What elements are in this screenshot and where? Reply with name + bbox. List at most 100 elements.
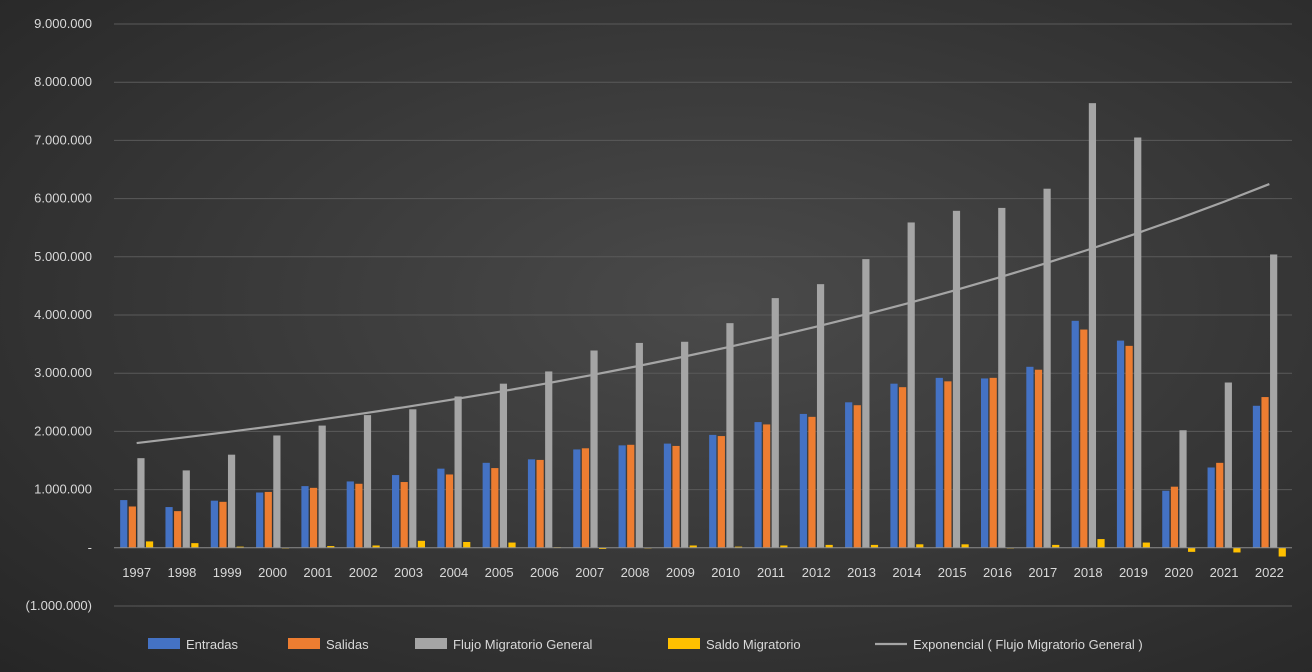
bar-entradas-2019 [1116, 340, 1125, 548]
legend-saldo-swatch [668, 638, 700, 649]
bar-salidas-2018 [1080, 329, 1088, 548]
bar-saldo-migratorio-1999 [236, 546, 244, 548]
bar-flujo-migratorio-general-2011 [771, 298, 779, 548]
x-tick-label: 2006 [530, 565, 559, 580]
bar-entradas-2008 [618, 445, 626, 548]
bar-flujo-migratorio-general-2019 [1134, 137, 1142, 548]
y-tick-label: (1.000.000) [26, 598, 93, 613]
bar-entradas-2020 [1162, 490, 1170, 548]
bar-salidas-2021 [1216, 462, 1224, 548]
y-tick-label: 6.000.000 [34, 191, 92, 206]
bar-salidas-2006 [536, 459, 544, 548]
bar-flujo-migratorio-general-2009 [681, 341, 689, 548]
bar-saldo-migratorio-2013 [870, 544, 879, 548]
bar-saldo-migratorio-2021 [1233, 547, 1241, 553]
bar-salidas-2012 [808, 416, 816, 548]
bar-salidas-1999 [219, 501, 227, 548]
bar-saldo-migratorio-2003 [417, 540, 425, 548]
x-tick-label: 2002 [349, 565, 378, 580]
x-tick-label: 2016 [983, 565, 1012, 580]
y-tick-label: 4.000.000 [34, 307, 92, 322]
bar-flujo-migratorio-general-2006 [545, 371, 553, 548]
y-tick-label: 8.000.000 [34, 74, 92, 89]
bar-flujo-migratorio-general-2020 [1179, 430, 1187, 548]
bar-flujo-migratorio-general-2017 [1043, 188, 1051, 548]
gridlines [114, 23, 1292, 607]
bar-flujo-migratorio-general-2002 [363, 415, 372, 548]
x-tick-label: 2010 [711, 565, 740, 580]
bar-entradas-2018 [1071, 320, 1079, 548]
bar-flujo-migratorio-general-2000 [273, 435, 281, 548]
x-tick-label: 2022 [1255, 565, 1284, 580]
bar-salidas-2014 [898, 387, 907, 548]
bar-saldo-migratorio-2014 [916, 544, 924, 548]
bar-salidas-1997 [128, 506, 136, 548]
bar-entradas-2016 [981, 378, 989, 548]
x-tick-label: 1997 [122, 565, 151, 580]
bar-saldo-migratorio-2015 [961, 544, 969, 548]
bar-salidas-2019 [1125, 345, 1133, 548]
bar-entradas-2017 [1026, 366, 1034, 548]
y-tick-label: 5.000.000 [34, 249, 92, 264]
bar-salidas-1998 [174, 511, 182, 548]
bar-salidas-2005 [491, 468, 499, 548]
bar-flujo-migratorio-general-2008 [635, 342, 643, 548]
bar-saldo-migratorio-2017 [1052, 544, 1060, 548]
bar-entradas-2014 [890, 383, 898, 548]
legend-entradas-swatch [148, 638, 180, 649]
bar-salidas-2000 [264, 491, 272, 548]
legend-exponencial-label: Exponencial ( Flujo Migratorio General ) [913, 637, 1143, 652]
bar-entradas-2007 [573, 449, 581, 548]
bar-entradas-2003 [392, 475, 400, 548]
bar-salidas-2020 [1170, 486, 1179, 548]
bar-saldo-migratorio-2022 [1278, 547, 1286, 557]
bar-saldo-migratorio-2019 [1142, 542, 1150, 548]
bar-entradas-2004 [437, 468, 445, 548]
bar-salidas-2001 [309, 487, 318, 548]
bar-salidas-2009 [672, 445, 680, 548]
bar-flujo-migratorio-general-2005 [499, 383, 508, 548]
bar-entradas-2009 [663, 443, 672, 548]
bar-flujo-migratorio-general-2001 [318, 425, 326, 548]
bar-saldo-migratorio-2012 [825, 544, 833, 548]
bar-salidas-2003 [400, 482, 408, 548]
bar-salidas-2008 [627, 444, 635, 548]
bar-flujo-migratorio-general-1997 [137, 458, 145, 548]
bar-flujo-migratorio-general-1999 [227, 454, 236, 548]
bar-entradas-2013 [845, 402, 853, 548]
bar-salidas-2022 [1261, 397, 1269, 548]
y-tick-label: - [88, 540, 92, 555]
bar-flujo-migratorio-general-2007 [590, 350, 598, 548]
bar-entradas-2000 [256, 492, 264, 548]
legend-salidas-label: Salidas [326, 637, 369, 652]
bar-salidas-2016 [989, 377, 997, 548]
bar-entradas-1999 [210, 500, 218, 548]
bar-saldo-migratorio-1998 [191, 543, 199, 548]
bar-flujo-migratorio-general-2010 [726, 323, 734, 548]
bar-entradas-1997 [120, 500, 128, 548]
x-tick-label: 2000 [258, 565, 287, 580]
bar-entradas-2010 [709, 434, 717, 548]
bar-saldo-migratorio-2004 [463, 541, 471, 548]
bar-flujo-migratorio-general-2021 [1224, 382, 1232, 548]
x-tick-label: 2011 [757, 565, 785, 580]
bar-salidas-2007 [581, 448, 590, 548]
x-tick-label: 2007 [575, 565, 604, 580]
bars [120, 103, 1286, 557]
legend: Entradas Salidas Flujo Migratorio General S… [148, 637, 1143, 652]
x-tick-label: 2009 [666, 565, 695, 580]
y-tick-label: 3.000.000 [34, 365, 92, 380]
trendline [136, 183, 1270, 445]
legend-entradas-label: Entradas [186, 637, 239, 652]
bar-entradas-2012 [799, 413, 807, 548]
x-tick-label: 2019 [1119, 565, 1148, 580]
bar-flujo-migratorio-general-2012 [816, 284, 825, 548]
y-tick-label: 7.000.000 [34, 132, 92, 147]
legend-salidas-swatch [288, 638, 320, 649]
bar-flujo-migratorio-general-2018 [1088, 103, 1097, 548]
bar-flujo-migratorio-general-2013 [862, 259, 870, 548]
bar-salidas-2002 [355, 483, 363, 548]
bar-saldo-migratorio-2005 [508, 542, 516, 548]
bar-entradas-1998 [165, 507, 173, 548]
